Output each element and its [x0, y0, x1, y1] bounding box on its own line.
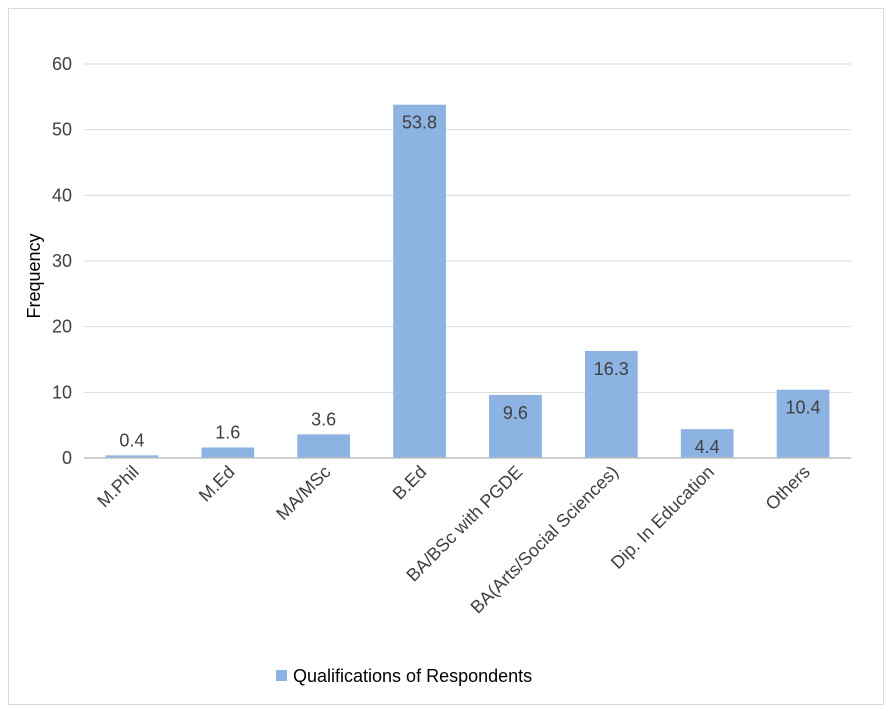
y-tick-label: 20 [52, 317, 72, 337]
x-category-label: M.Phil [93, 462, 143, 512]
data-label: 3.6 [311, 409, 336, 429]
y-tick-label: 40 [52, 185, 72, 205]
data-label: 9.6 [503, 403, 528, 423]
bar [776, 389, 830, 458]
data-label: 53.8 [402, 113, 437, 133]
x-category-label: M.Ed [195, 462, 239, 506]
y-tick-label: 10 [52, 382, 72, 402]
bar [680, 429, 734, 458]
data-label: 16.3 [594, 359, 629, 379]
legend-label: Qualifications of Respondents [293, 666, 532, 686]
legend: Qualifications of Respondents [276, 666, 532, 686]
bar [201, 447, 255, 458]
x-category-label: Others [762, 462, 814, 514]
y-tick-label: 50 [52, 120, 72, 140]
data-label: 1.6 [215, 422, 240, 442]
y-axis-ticks: 0 10 20 30 40 50 60 [52, 54, 72, 468]
data-label: 10.4 [786, 398, 821, 418]
gridlines [84, 63, 851, 393]
bar [489, 394, 542, 458]
y-tick-label: 60 [52, 54, 72, 74]
bars [105, 104, 830, 459]
y-tick-label: 30 [52, 251, 72, 271]
bar [393, 104, 446, 459]
x-category-label: Dip. In Education [607, 462, 718, 573]
x-category-label: B.Ed [389, 462, 431, 504]
x-category-label: MA/MSc [272, 462, 334, 524]
data-label: 4.4 [695, 437, 720, 457]
y-axis-title: Frequency [24, 233, 44, 318]
data-labels: 0.4 1.6 3.6 53.8 9.6 16.3 4.4 10.4 [119, 113, 820, 457]
data-label: 0.4 [119, 430, 144, 450]
bar [105, 455, 159, 458]
bar [584, 350, 638, 458]
legend-swatch [276, 670, 287, 681]
chart-frame [8, 8, 884, 705]
bar [297, 434, 351, 458]
y-tick-label: 0 [62, 448, 72, 468]
